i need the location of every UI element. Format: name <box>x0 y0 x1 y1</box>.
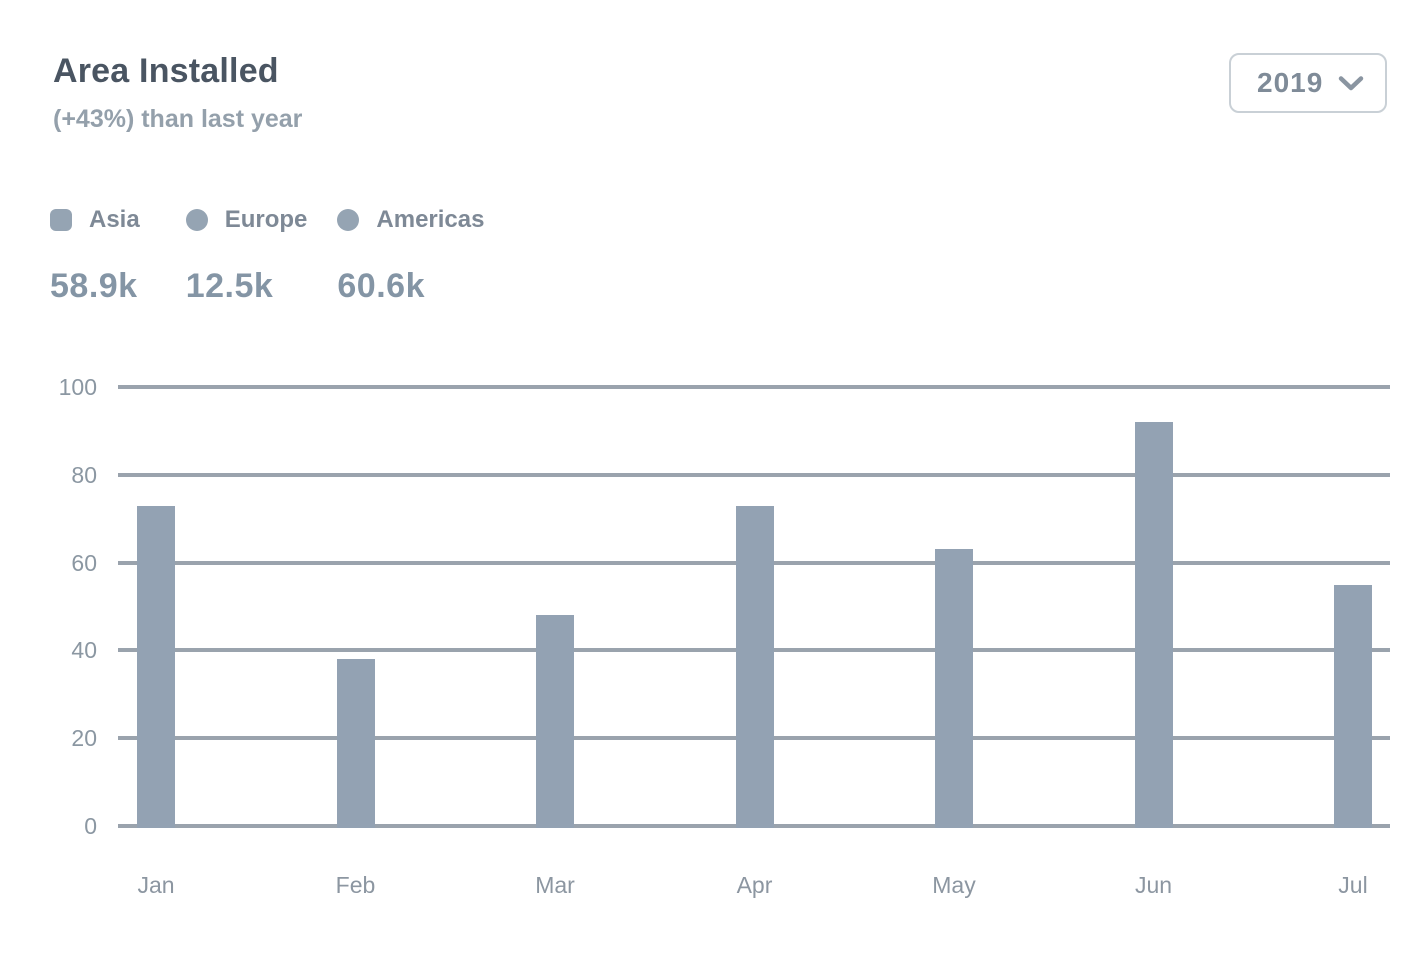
card-header: Area Installed (+43%) than last year <box>53 52 302 134</box>
year-select[interactable]: 2019 <box>1229 53 1387 113</box>
y-axis-label-80: 80 <box>71 461 97 488</box>
bar-apr[interactable] <box>735 505 774 828</box>
legend-label: Europe <box>224 206 308 233</box>
legend-col-asia: Asia 58.9k <box>50 205 140 306</box>
bar-jul[interactable] <box>1334 584 1372 828</box>
legend-value-americas: 60.6k <box>337 267 425 305</box>
bar-jan[interactable] <box>137 505 175 828</box>
year-select-value: 2019 <box>1257 67 1324 98</box>
gridline-80 <box>118 472 1390 477</box>
legend-item-asia[interactable]: Asia <box>50 205 140 235</box>
x-axis-label-jun: Jun <box>1134 872 1173 898</box>
x-axis-label-mar: Mar <box>535 872 575 898</box>
legend-label: Americas <box>376 206 485 233</box>
legend-label: Asia <box>89 206 140 233</box>
page-title: Area Installed <box>53 52 279 90</box>
y-axis-label-100: 100 <box>58 374 97 400</box>
card-subtitle: (+43%) than last year <box>53 105 303 133</box>
legend-col-europe: Europe 12.5k <box>185 205 308 306</box>
y-axis-label-0: 0 <box>84 813 97 839</box>
bar-may[interactable] <box>935 549 973 828</box>
y-axis-label-60: 60 <box>71 549 97 576</box>
x-axis-label-jul: Jul <box>1338 872 1368 898</box>
bar-feb[interactable] <box>336 659 375 828</box>
bar-mar[interactable] <box>536 615 574 828</box>
y-axis-label-40: 40 <box>71 637 97 664</box>
x-axis-label-apr: Apr <box>736 872 773 898</box>
chevron-down-icon <box>1337 75 1365 92</box>
legend-marker-icon <box>50 209 72 231</box>
bar-jun[interactable] <box>1134 422 1173 828</box>
x-axis-label-feb: Feb <box>335 872 376 898</box>
legend-marker-icon <box>337 209 360 231</box>
legend-value-asia: 58.9k <box>50 267 138 305</box>
x-axis-label-jan: Jan <box>137 872 175 898</box>
chart-legend: Asia 58.9k Europe 12.5k Americas 60.6k <box>50 205 484 306</box>
y-axis-label-20: 20 <box>71 725 97 752</box>
x-axis-label-may: May <box>932 872 976 898</box>
legend-col-americas: Americas 60.6k <box>337 205 484 306</box>
legend-item-europe[interactable]: Europe <box>185 205 308 235</box>
gridline-100 <box>118 385 1390 389</box>
legend-item-americas[interactable]: Americas <box>337 205 484 235</box>
legend-marker-icon <box>185 209 208 231</box>
legend-value-europe: 12.5k <box>185 267 274 305</box>
